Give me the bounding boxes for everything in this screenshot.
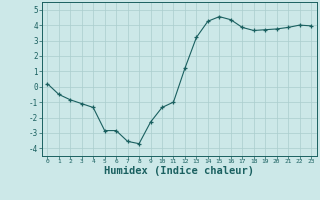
X-axis label: Humidex (Indice chaleur): Humidex (Indice chaleur) xyxy=(104,166,254,176)
